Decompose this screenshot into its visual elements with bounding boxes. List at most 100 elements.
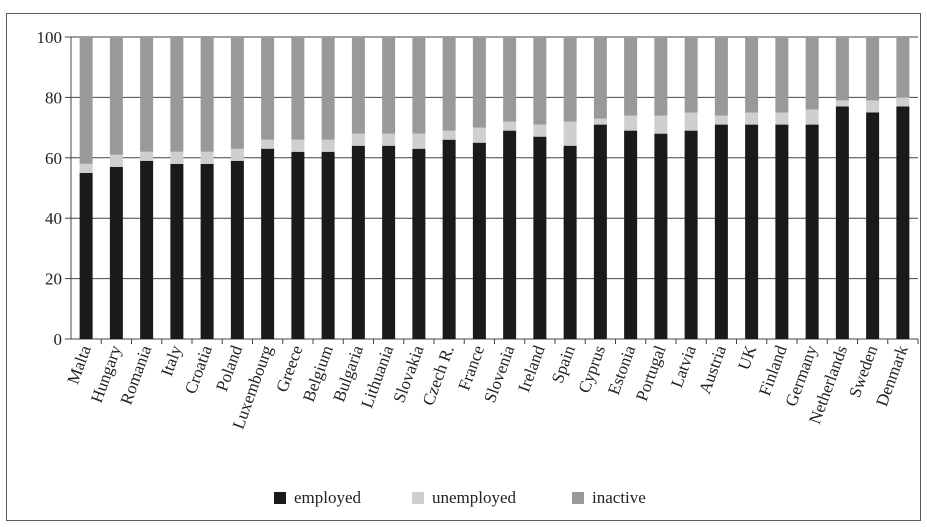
bar-unemployed xyxy=(775,112,789,125)
bar-unemployed xyxy=(442,130,456,140)
bar-employed xyxy=(896,106,910,340)
bar-unemployed xyxy=(866,100,880,113)
bar-employed xyxy=(563,145,577,339)
bar-employed xyxy=(351,145,365,339)
bar-unemployed xyxy=(805,109,819,125)
bar-employed xyxy=(321,151,335,339)
bar-inactive xyxy=(624,37,638,116)
bar-employed xyxy=(109,166,123,339)
bar-unemployed xyxy=(472,127,486,143)
bar-unemployed xyxy=(79,163,93,173)
bar-inactive xyxy=(835,37,849,101)
bar-inactive xyxy=(684,37,698,113)
x-tick-label: Croatia xyxy=(181,342,216,396)
bar-employed xyxy=(745,124,759,339)
bar-inactive xyxy=(714,37,728,116)
x-tick-label: Cyprus xyxy=(574,343,609,396)
y-tick-label: 0 xyxy=(54,330,63,349)
y-tick-label: 100 xyxy=(37,28,63,47)
bar-unemployed xyxy=(230,148,244,161)
bar-inactive xyxy=(775,37,789,113)
bar-employed xyxy=(654,133,668,339)
bar-employed xyxy=(624,130,638,339)
x-tick-label: Ireland xyxy=(514,342,548,394)
bar-inactive xyxy=(503,37,517,122)
bar-inactive xyxy=(654,37,668,116)
legend-label-inactive: inactive xyxy=(592,488,646,507)
x-tick-label: Italy xyxy=(157,342,186,378)
y-tick-label: 40 xyxy=(45,209,62,228)
bar-inactive xyxy=(140,37,154,152)
bar-employed xyxy=(533,136,547,339)
y-tick-label: 80 xyxy=(45,88,62,107)
bar-unemployed xyxy=(503,121,517,131)
bar-unemployed xyxy=(684,112,698,131)
bar-employed xyxy=(170,163,184,339)
bar-employed xyxy=(866,112,880,339)
bar-inactive xyxy=(170,37,184,152)
bar-unemployed xyxy=(654,115,668,134)
bar-employed xyxy=(805,124,819,339)
bar-employed xyxy=(200,163,214,339)
bar-unemployed xyxy=(382,133,396,146)
bar-employed xyxy=(230,160,244,339)
bar-unemployed xyxy=(170,151,184,164)
y-tick-label: 20 xyxy=(45,270,62,289)
bar-employed xyxy=(503,130,517,339)
bar-inactive xyxy=(261,37,275,140)
legend-label-unemployed: unemployed xyxy=(432,488,517,507)
x-tick-label: France xyxy=(454,343,488,393)
bar-unemployed xyxy=(291,139,305,152)
bar-employed xyxy=(775,124,789,339)
bar-inactive xyxy=(79,37,93,164)
bar-unemployed xyxy=(200,151,214,164)
bar-employed xyxy=(261,148,275,339)
legend-swatch-employed xyxy=(274,492,286,504)
bar-unemployed xyxy=(593,118,607,125)
bar-inactive xyxy=(442,37,456,131)
bar-unemployed xyxy=(835,100,849,107)
bar-inactive xyxy=(382,37,396,134)
x-tick-label: Malta xyxy=(63,342,95,386)
bar-employed xyxy=(593,124,607,339)
bar-employed xyxy=(835,106,849,340)
bar-inactive xyxy=(533,37,547,125)
bar-inactive xyxy=(593,37,607,119)
bar-unemployed xyxy=(896,97,910,107)
bar-inactive xyxy=(291,37,305,140)
bar-unemployed xyxy=(140,151,154,161)
legend-label-employed: employed xyxy=(294,488,362,507)
x-tick-label: Poland xyxy=(212,342,246,393)
bar-inactive xyxy=(563,37,577,122)
bar-employed xyxy=(79,172,93,339)
bar-inactive xyxy=(351,37,365,134)
bar-employed xyxy=(140,160,154,339)
bar-inactive xyxy=(200,37,214,152)
bar-inactive xyxy=(321,37,335,140)
bar-inactive xyxy=(896,37,910,98)
bar-unemployed xyxy=(714,115,728,125)
bar-inactive xyxy=(230,37,244,149)
bar-unemployed xyxy=(109,154,123,167)
bar-unemployed xyxy=(261,139,275,149)
bar-employed xyxy=(472,142,486,339)
bar-inactive xyxy=(805,37,819,110)
bar-inactive xyxy=(472,37,486,128)
x-tick-label: Latvia xyxy=(667,342,700,390)
bar-employed xyxy=(714,124,728,339)
bar-employed xyxy=(382,145,396,339)
bar-inactive xyxy=(866,37,880,101)
bar-employed xyxy=(412,148,426,339)
bar-employed xyxy=(442,139,456,339)
bar-unemployed xyxy=(745,112,759,125)
bar-inactive xyxy=(109,37,123,155)
bar-inactive xyxy=(412,37,426,134)
y-tick-label: 60 xyxy=(45,149,62,168)
bar-employed xyxy=(291,151,305,339)
bar-unemployed xyxy=(563,121,577,146)
x-tick-label: Greece xyxy=(272,343,306,395)
bar-unemployed xyxy=(412,133,426,149)
x-tick-label: UK xyxy=(734,342,760,372)
bar-unemployed xyxy=(351,133,365,146)
